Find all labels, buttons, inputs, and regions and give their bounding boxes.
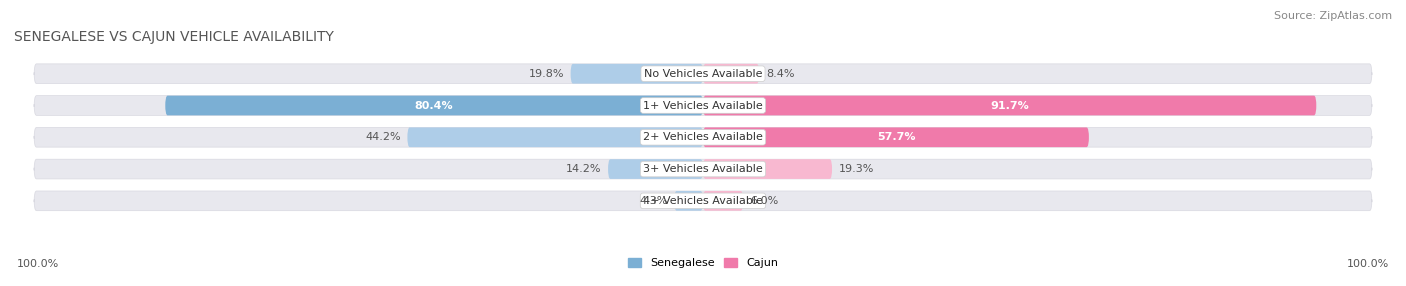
Text: No Vehicles Available: No Vehicles Available [644,69,762,79]
FancyBboxPatch shape [607,159,703,179]
Text: 4+ Vehicles Available: 4+ Vehicles Available [643,196,763,206]
FancyBboxPatch shape [34,159,1372,179]
Legend: Senegalese, Cajun: Senegalese, Cajun [624,253,782,273]
Text: Source: ZipAtlas.com: Source: ZipAtlas.com [1274,11,1392,21]
FancyBboxPatch shape [703,159,832,179]
FancyBboxPatch shape [703,64,759,84]
FancyBboxPatch shape [408,128,703,147]
Text: 4.3%: 4.3% [640,196,668,206]
FancyBboxPatch shape [703,96,1316,115]
Text: 14.2%: 14.2% [565,164,602,174]
Text: 91.7%: 91.7% [990,100,1029,110]
Text: 44.2%: 44.2% [366,132,401,142]
Text: 3+ Vehicles Available: 3+ Vehicles Available [643,164,763,174]
FancyBboxPatch shape [34,128,1372,147]
Text: 2+ Vehicles Available: 2+ Vehicles Available [643,132,763,142]
FancyBboxPatch shape [703,191,744,211]
Text: 19.8%: 19.8% [529,69,564,79]
Text: 1+ Vehicles Available: 1+ Vehicles Available [643,100,763,110]
FancyBboxPatch shape [166,96,703,115]
Text: 80.4%: 80.4% [415,100,453,110]
FancyBboxPatch shape [34,191,1372,211]
FancyBboxPatch shape [571,64,703,84]
Text: 8.4%: 8.4% [766,69,794,79]
Text: 57.7%: 57.7% [877,132,915,142]
FancyBboxPatch shape [34,64,1372,84]
FancyBboxPatch shape [675,191,703,211]
FancyBboxPatch shape [34,96,1372,115]
Text: 6.0%: 6.0% [749,196,778,206]
FancyBboxPatch shape [703,128,1088,147]
Text: SENEGALESE VS CAJUN VEHICLE AVAILABILITY: SENEGALESE VS CAJUN VEHICLE AVAILABILITY [14,29,335,43]
Text: 100.0%: 100.0% [1347,259,1389,269]
Text: 19.3%: 19.3% [839,164,875,174]
Text: 100.0%: 100.0% [17,259,59,269]
